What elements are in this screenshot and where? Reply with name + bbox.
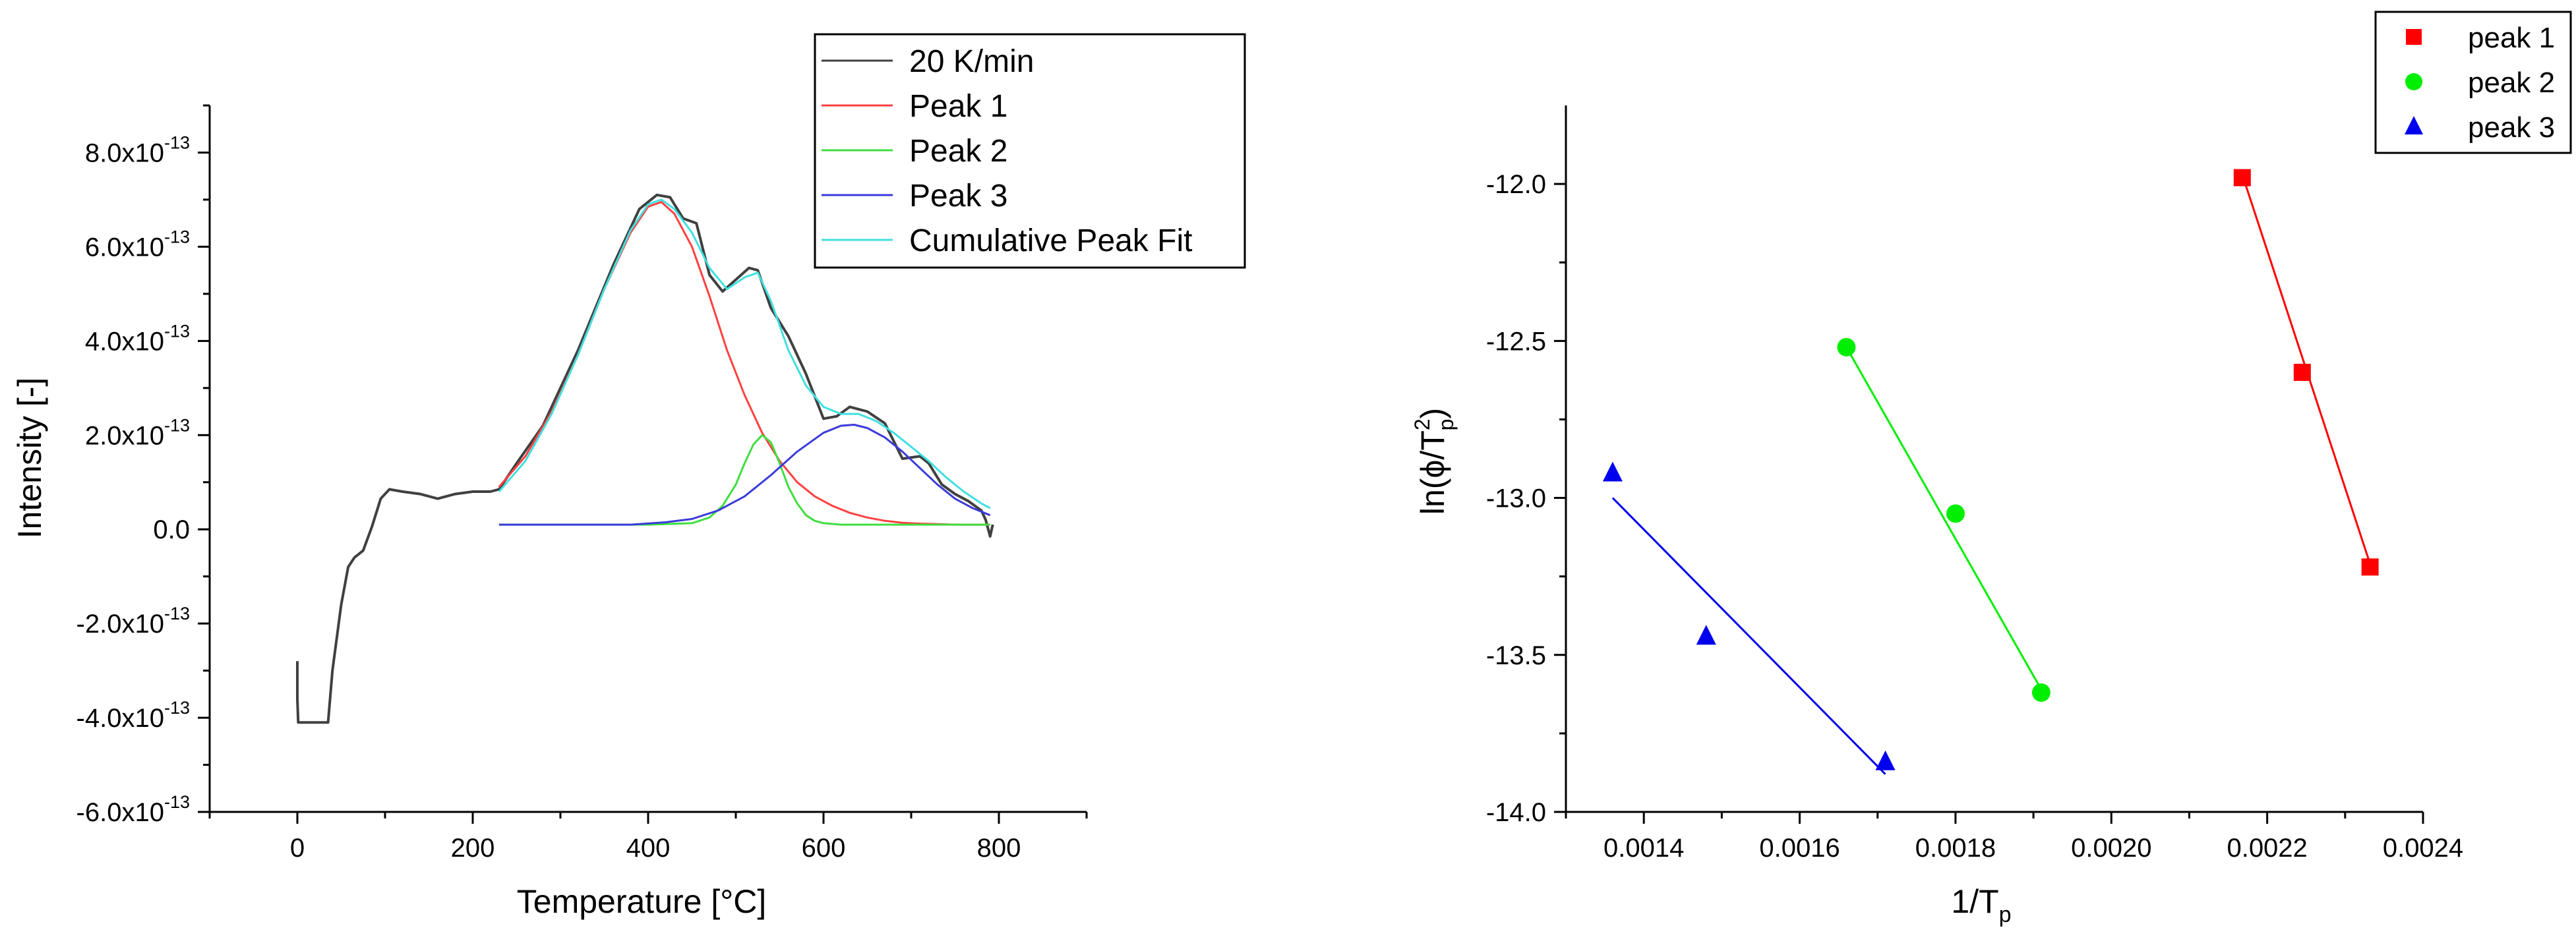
dsc-chart: 0 200 400 600 800-6.0x10-13-4.0x10-13-2.0x10… — [11, 33, 1246, 920]
kissinger-point-peak-2 — [1946, 504, 1965, 523]
kissinger-x-tick-label: 0.0020 — [2071, 834, 2151, 863]
dsc-y-tick-label: -4.0x10-13 — [76, 698, 190, 733]
kissinger-chart: 0.0014 0.0016 0.0018 0.0020 0.0022 0.0024 -14.… — [1410, 11, 2572, 927]
dsc-x-tick-label: 800 — [977, 834, 1021, 863]
kissinger-legend-label: peak 3 — [2468, 111, 2555, 144]
dsc-y-tick-label: -2.0x10-13 — [76, 604, 190, 639]
dsc-series-peak-3 — [498, 424, 991, 526]
dsc-y-tick-base: -2.0x10 — [76, 610, 164, 639]
dsc-x-tick-label: 0 — [290, 834, 305, 863]
kissinger-point-peak-2 — [1837, 337, 1856, 357]
dsc-x-tick-label: 400 — [626, 834, 671, 863]
kissinger-legend-label: peak 2 — [2468, 67, 2555, 99]
dsc-y-tick-exponent: -13 — [164, 604, 190, 623]
dsc-y-tick-base: 0.0 — [153, 515, 190, 544]
kissinger-y-axis-title-close: ) — [1414, 408, 1451, 419]
dsc-y-tick-base: 4.0x10 — [85, 327, 164, 356]
kissinger-x-axis-title-base: 1/T — [1951, 883, 1998, 920]
kissinger-x-tick-label: 0.0018 — [1915, 834, 1996, 863]
dsc-y-tick-exponent: -13 — [164, 321, 190, 341]
dsc-y-tick-exponent: -13 — [164, 227, 190, 246]
kissinger-y-tick-label: -12.0 — [1486, 170, 1546, 199]
dsc-series-20-k-min — [296, 193, 994, 724]
dsc-y-tick-label: 0.0 — [153, 515, 190, 544]
kissinger-x-tick-label: 0.0024 — [2383, 834, 2463, 863]
kissinger-point-peak-1 — [2361, 558, 2379, 576]
dsc-y-tick-base: -4.0x10 — [76, 704, 164, 733]
dsc-y-tick-exponent: -13 — [164, 698, 190, 718]
kissinger-y-axis-title-subscript: p — [1434, 419, 1458, 431]
dsc-y-axis-title: Intensity [-] — [11, 378, 48, 539]
kissinger-fit-line-peak-3 — [1611, 497, 1886, 775]
dsc-x-tick-label: 600 — [802, 834, 846, 863]
kissinger-point-peak-2 — [2031, 683, 2051, 702]
kissinger-x-axis-title: 1/Tp — [1951, 883, 2011, 927]
dsc-y-tick-base: 6.0x10 — [85, 233, 164, 262]
dsc-legend-label: 20 K/min — [909, 44, 1034, 79]
dsc-y-tick-label: 4.0x10-13 — [85, 321, 190, 356]
dsc-y-tick-exponent: -13 — [164, 132, 190, 152]
dsc-x-tick-label: 200 — [451, 834, 495, 863]
dsc-y-tick-label: -6.0x10-13 — [76, 792, 190, 827]
kissinger-y-tick-label: -13.0 — [1486, 484, 1546, 513]
kissinger-x-axis-title-subscript: p — [1999, 902, 2012, 927]
dsc-legend-label: Peak 3 — [909, 179, 1007, 214]
kissinger-fit-line-peak-2 — [1845, 347, 2043, 690]
kissinger-point-peak-1 — [2293, 363, 2311, 381]
dsc-y-tick-exponent: -13 — [164, 792, 190, 812]
kissinger-legend-marker — [2405, 73, 2422, 90]
dsc-y-tick-base: 8.0x10 — [85, 138, 164, 167]
kissinger-legend-marker — [2406, 29, 2422, 45]
kissinger-x-tick-label: 0.0022 — [2227, 834, 2307, 863]
dsc-legend-label: Peak 1 — [909, 89, 1007, 124]
kissinger-y-tick-label: -13.5 — [1486, 641, 1546, 670]
kissinger-point-peak-3 — [1875, 750, 1896, 770]
dsc-series-peak-2 — [498, 434, 990, 526]
dsc-y-tick-label: 8.0x10-13 — [85, 132, 190, 167]
kissinger-y-tick-label: -12.5 — [1486, 327, 1546, 356]
dsc-y-tick-label: 6.0x10-13 — [85, 227, 190, 262]
dsc-series-cumulative-peak-fit — [498, 198, 991, 509]
dsc-y-tick-base: -6.0x10 — [76, 798, 164, 827]
dsc-y-tick-base: 2.0x10 — [85, 421, 164, 450]
kissinger-point-peak-3 — [1602, 461, 1623, 482]
kissinger-y-axis-title-main: ln(ϕ/T — [1414, 430, 1451, 515]
dsc-legend-label: Peak 2 — [909, 134, 1007, 169]
kissinger-point-peak-1 — [2233, 169, 2251, 187]
kissinger-legend-label: peak 1 — [2468, 22, 2555, 54]
kissinger-y-axis-title: ln(ϕ/T2p) — [1410, 408, 1458, 515]
dsc-y-tick-label: 2.0x10-13 — [85, 415, 190, 450]
dsc-x-axis-title: Temperature [°C] — [517, 883, 766, 920]
kissinger-y-tick-label: -14.0 — [1486, 798, 1546, 827]
kissinger-y-axis-title-superscript: 2 — [1410, 418, 1434, 430]
dsc-legend-label: Cumulative Peak Fit — [909, 223, 1193, 258]
kissinger-x-tick-label: 0.0014 — [1603, 834, 1684, 863]
kissinger-x-tick-label: 0.0016 — [1759, 834, 1840, 863]
kissinger-legend-marker — [2405, 116, 2423, 134]
kissinger-point-peak-3 — [1696, 625, 1716, 645]
dsc-y-tick-exponent: -13 — [164, 415, 190, 435]
